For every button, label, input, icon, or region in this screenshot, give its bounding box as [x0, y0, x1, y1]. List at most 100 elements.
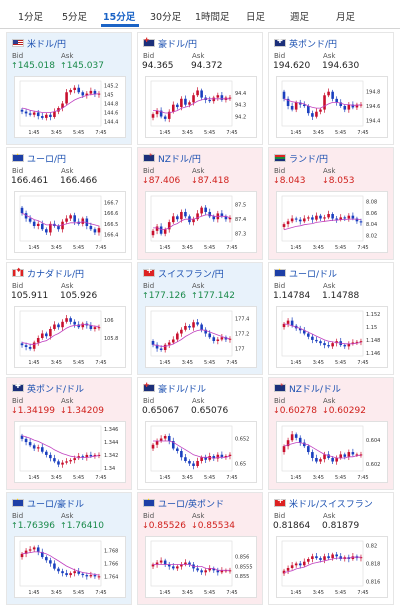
rate-chart[interactable]: 145.2 145 144.8 144.6 144.4 1:45 3:45 5:45 7:45 [14, 76, 126, 138]
candle-body [155, 344, 159, 349]
tab-2[interactable]: 15分足 [103, 12, 136, 23]
x-tick-label: 1:45 [28, 360, 39, 366]
flag-icon [143, 152, 155, 162]
rate-card: 英ポンド/円BidAsk194.620194.630194.8194.6194.… [268, 32, 394, 145]
candle-body [319, 558, 322, 560]
trend-arrow-icon: ↑ [191, 291, 198, 300]
rate-chart[interactable]: 0.604 0.602 1:45 3:45 5:45 7:45 [276, 421, 388, 483]
pair-name: ユーロ/ドル [289, 269, 338, 280]
rate-chart[interactable]: 0.82 0.818 0.816 1:45 3:45 5:45 7:45 [276, 536, 388, 598]
candle-body [151, 341, 155, 345]
candle-body [228, 454, 232, 456]
y-tick-label: 8.02 [366, 233, 377, 239]
candle-body [65, 461, 68, 463]
rate-chart[interactable]: 106 105.8 1:45 3:45 5:45 7:45 [14, 306, 126, 368]
x-tick-label: 3:45 [313, 245, 324, 251]
pair-link[interactable]: 英ポンド/ドル [12, 381, 84, 395]
rate-chart[interactable]: 0.652 0.65 1:45 3:45 5:45 7:45 [145, 421, 257, 483]
candle-body [159, 348, 163, 350]
plot-frame [150, 310, 233, 357]
x-tick-label: 7:45 [357, 245, 368, 251]
candle-body [196, 568, 199, 571]
ask-value: ↑145.037 [60, 61, 104, 71]
pair-link[interactable]: スイスフラン/円 [143, 266, 224, 280]
pair-name: 英ポンド/円 [289, 39, 338, 50]
x-tick-label: 1:45 [290, 245, 301, 251]
pair-link[interactable]: ユーロ/英ポンド [143, 495, 224, 510]
trend-arrow-icon: ↑ [142, 291, 149, 300]
rate-chart[interactable]: 166.7 166.6 166.5 166.4 1:45 3:45 5:45 7:45 [14, 191, 126, 253]
tab-1[interactable]: 5分足 [62, 12, 88, 23]
pair-link[interactable]: 米ドル/円 [12, 36, 66, 50]
ask-label: Ask [323, 512, 336, 520]
tab-7[interactable]: 月足 [336, 12, 356, 23]
candle-body [307, 333, 310, 337]
candle-body [302, 561, 306, 566]
candle-body [212, 568, 216, 571]
moving-average-line [21, 93, 100, 113]
pair-link[interactable]: ランド/円 [274, 151, 328, 165]
tab-6[interactable]: 週足 [290, 12, 310, 23]
bid-label: Bid [143, 397, 155, 405]
x-tick-label: 3:45 [51, 475, 62, 481]
rate-chart[interactable]: 194.8 194.6 194.4 1:45 3:45 5:45 7:45 [276, 76, 388, 138]
candle-body [184, 98, 187, 105]
x-tick-label: 7:45 [226, 360, 237, 366]
candle-body [359, 221, 363, 223]
bid-label: Bid [274, 397, 286, 405]
candle-body [200, 570, 203, 573]
candle-body [339, 454, 343, 458]
pair-link[interactable]: 英ポンド/円 [274, 36, 337, 50]
candle-body [81, 323, 85, 328]
x-tick-label: 7:45 [357, 130, 368, 136]
candle-body [171, 566, 175, 569]
pair-link[interactable]: 米ドル/スイスフラン [274, 496, 373, 510]
candlestick-chart: 166.7 166.6 166.5 166.4 1:45 3:45 5:45 7:45 [19, 195, 118, 251]
pair-link[interactable]: 豪ドル/円 [143, 36, 197, 50]
candle-body [282, 323, 286, 328]
moving-average-line [153, 440, 231, 459]
candle-body [282, 570, 286, 574]
candle-body [69, 573, 72, 576]
pair-link[interactable]: NZドル/ドル [274, 381, 341, 395]
rate-chart[interactable]: 0.856 0.8555 0.855 1:45 3:45 5:45 7:45 [145, 536, 257, 598]
pair-link[interactable]: カナダドル/円 [12, 266, 84, 280]
rate-chart[interactable]: 1.152 1.15 1.148 1.146 1:45 3:45 5:45 7:45 [276, 306, 388, 368]
bid-value: ↓87.406 [142, 176, 181, 186]
pair-link[interactable]: ユーロ/豪ドル [12, 495, 84, 510]
rate-chart[interactable]: 1.346 1.344 1.342 1.34 1:45 3:45 5:45 7:45 [14, 421, 126, 483]
candle-body [319, 215, 322, 219]
pair-link[interactable]: 豪ドル/ドル [143, 381, 206, 395]
pair-link[interactable]: ユーロ/ドル [274, 265, 338, 280]
tab-4[interactable]: 1時間足 [195, 12, 230, 23]
x-tick-label: 7:45 [226, 590, 237, 596]
tab-5[interactable]: 日足 [246, 12, 266, 23]
bid-label: Bid [12, 167, 24, 175]
pair-link[interactable]: NZドル/円 [143, 151, 201, 165]
tab-0[interactable]: 1分足 [18, 12, 44, 23]
rate-chart[interactable]: 87.5 87.4 87.3 1:45 3:45 5:45 7:45 [145, 191, 257, 253]
pair-link[interactable]: ユーロ/円 [12, 150, 66, 165]
y-tick-label: 1.764 [104, 574, 118, 580]
ask-label: Ask [61, 512, 74, 520]
rate-chart[interactable]: 1.768 1.766 1.764 1:45 3:45 5:45 7:45 [14, 536, 126, 598]
y-tick-label: 0.602 [366, 462, 380, 468]
tab-3[interactable]: 30分足 [150, 12, 182, 23]
trend-arrow-icon: ↓ [60, 406, 67, 415]
moving-average-line [21, 324, 99, 345]
candle-body [24, 438, 28, 443]
rate-chart[interactable]: 94.4 94.3 94.2 1:45 3:45 5:45 7:45 [145, 76, 257, 138]
y-tick-label: 144.6 [104, 111, 118, 117]
x-tick-label: 7:45 [95, 245, 106, 251]
candle-body [49, 114, 52, 117]
candle-body [208, 568, 212, 571]
candle-body [359, 104, 363, 106]
y-tick-label: 0.65 [235, 462, 246, 468]
x-tick-label: 7:45 [95, 475, 106, 481]
rate-chart[interactable]: 8.08 8.06 8.04 8.02 1:45 3:45 5:45 7:45 [276, 191, 388, 253]
candle-body [351, 215, 355, 219]
x-tick-label: 1:45 [28, 130, 39, 136]
candle-body [331, 214, 334, 219]
rate-chart[interactable]: 177.4 177.2 177 1:45 3:45 5:45 7:45 [145, 306, 257, 368]
